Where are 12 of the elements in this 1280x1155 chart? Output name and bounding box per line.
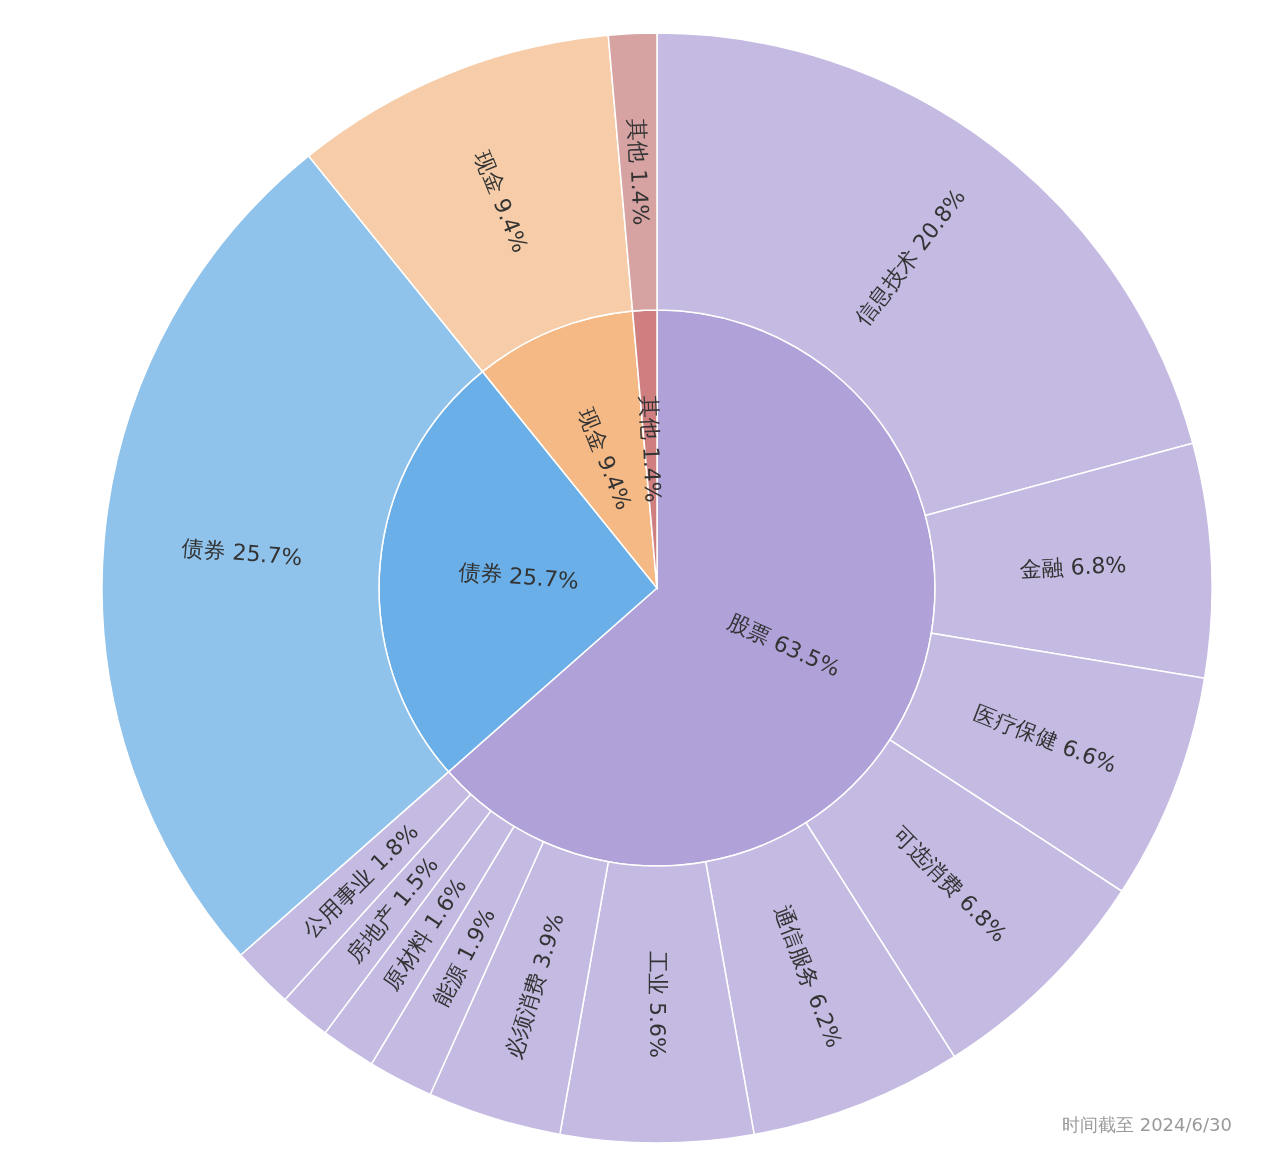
slice-label: 通信服务 6.2% xyxy=(768,901,847,1052)
slice-label: 现金 9.4% xyxy=(573,404,637,514)
slice-label: 金融 6.8% xyxy=(1018,551,1127,583)
slice-label: 其他 1.4% xyxy=(636,395,666,504)
slice-label: 必须消费 3.9% xyxy=(500,910,569,1062)
slice-label: 债券 25.7% xyxy=(180,535,304,571)
slice-label: 医疗保健 6.6% xyxy=(970,699,1121,778)
text: 时间截至 2024/6/30 xyxy=(1061,1113,1232,1137)
slice-label: 债券 25.7% xyxy=(457,558,580,594)
slice-label: 工业 5.6% xyxy=(644,951,670,1058)
slice-label: 现金 9.4% xyxy=(469,147,533,256)
slice-label: 其他 1.4% xyxy=(623,117,654,226)
